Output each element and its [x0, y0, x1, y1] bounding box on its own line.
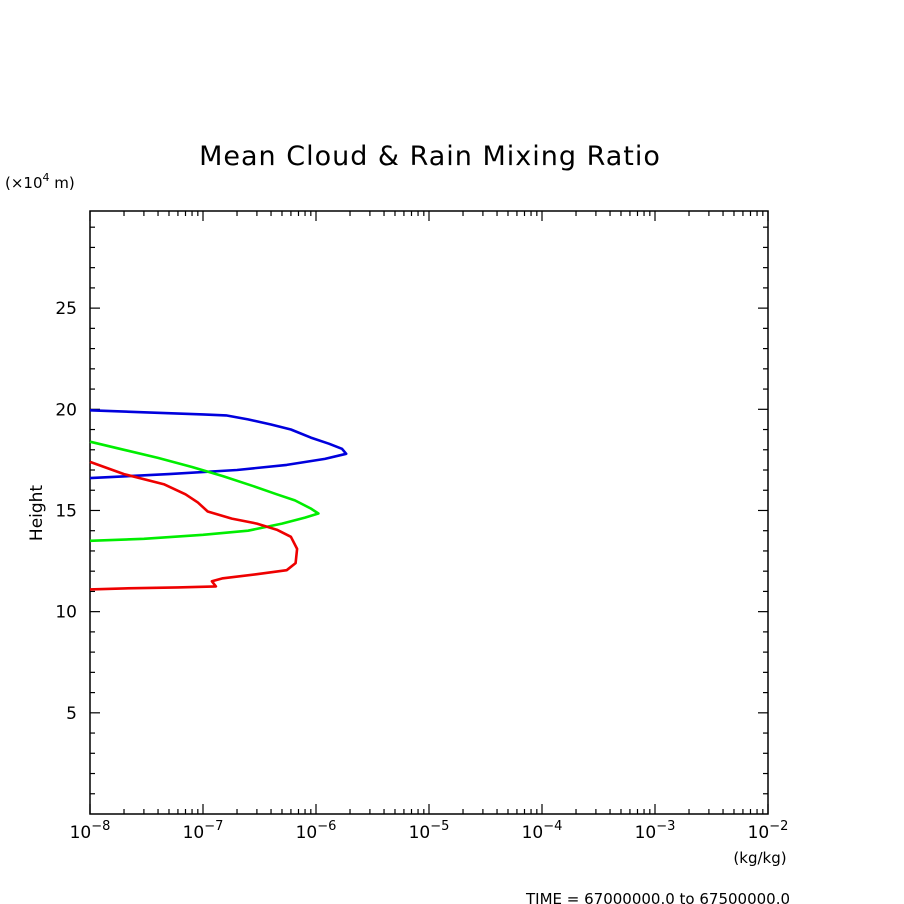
series-line-3 — [89, 460, 299, 591]
x-tick-label: 10−2 — [748, 819, 789, 843]
y-unit-label: (×104 m) — [5, 171, 75, 192]
time-footer: TIME = 67000000.0 to 67500000.0 — [525, 890, 790, 904]
y-tick-labels: 5 10 15 20 25 — [55, 299, 77, 724]
axis-ticks — [89, 211, 769, 814]
y-tick-label: 5 — [66, 704, 77, 724]
x-tick-label: 10−8 — [70, 819, 111, 843]
x-tick-label: 10−7 — [183, 819, 224, 843]
y-tick-label: 25 — [55, 299, 77, 319]
x-tick-label: 10−3 — [635, 819, 676, 843]
y-tick-label: 10 — [55, 603, 77, 623]
x-tick-labels: 10−8 10−7 10−6 10−5 10−4 10−3 10−2 — [70, 819, 789, 843]
x-tick-label: 10−4 — [522, 819, 563, 843]
series-line-1 — [89, 409, 348, 480]
y-axis-label: Height — [27, 485, 47, 542]
chart-title: Mean Cloud & Rain Mixing Ratio — [199, 141, 661, 172]
x-unit-label: (kg/kg) — [733, 849, 786, 867]
series-lines — [89, 409, 348, 591]
y-tick-label: 15 — [55, 501, 77, 521]
x-tick-label: 10−5 — [409, 819, 450, 843]
series-line-2 — [89, 440, 320, 543]
plot-frame — [89, 210, 769, 815]
y-tick-label: 20 — [55, 400, 77, 420]
x-tick-label: 10−6 — [296, 819, 337, 843]
